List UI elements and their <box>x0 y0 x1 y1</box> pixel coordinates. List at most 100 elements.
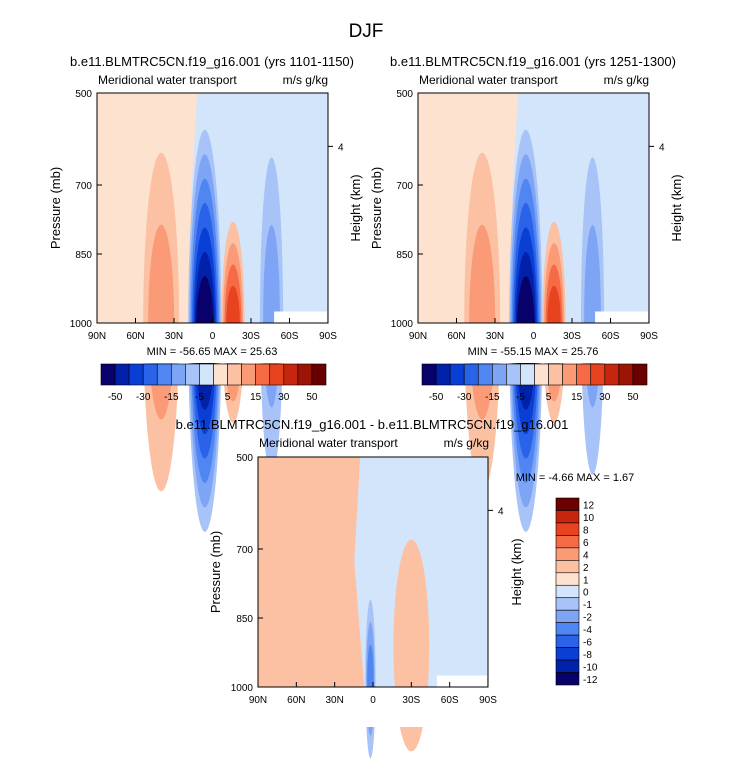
panel-1-ylabel: Pressure (mb) <box>48 167 63 249</box>
colorbar-swatch <box>555 497 580 511</box>
y-tick-label: 850 <box>75 250 92 261</box>
colorbar-label: -12 <box>583 675 598 686</box>
colorbar-swatch <box>100 363 116 386</box>
x-tick-label: 0 <box>210 331 216 342</box>
colorbar-swatch <box>156 363 172 386</box>
colorbar-swatch <box>555 647 580 661</box>
colorbar-label: 10 <box>583 513 595 524</box>
colorbar-swatch <box>421 363 437 386</box>
y-tick-label: 850 <box>236 614 253 625</box>
colorbar-swatch <box>128 363 144 386</box>
colorbar-label: 0 <box>583 588 589 599</box>
colorbar-label: 12 <box>583 500 595 511</box>
panel-1-min-max: MIN = -56.65 MAX = 25.63 <box>147 346 278 358</box>
x-tick-label: 30S <box>242 331 260 342</box>
colorbar-swatch <box>555 535 580 549</box>
colorbar-swatch <box>241 363 256 386</box>
panel-3-right-subtitle: m/s g/kg <box>444 436 489 450</box>
colorbar-swatch <box>576 363 592 386</box>
y-tick-label: 850 <box>396 250 413 261</box>
colorbar-swatch <box>213 363 228 386</box>
x-tick-label: 30N <box>325 695 343 706</box>
y-tick-label: 1000 <box>391 319 414 330</box>
x-tick-label: 90S <box>479 695 497 706</box>
x-tick-label: 90N <box>409 331 427 342</box>
x-tick-label: 60N <box>447 331 465 342</box>
y-tick-label: 500 <box>236 453 253 464</box>
right-tick-label: 4 <box>659 142 665 153</box>
x-tick-label: 30N <box>486 331 504 342</box>
colorbar-swatch <box>555 560 580 574</box>
colorbar-label: 6 <box>583 538 589 549</box>
colorbar-swatch <box>283 363 299 386</box>
panel-2-title: b.e11.BLMTRC5CN.f19_g16.001 (yrs 1251-13… <box>390 54 676 69</box>
colorbar-label: 50 <box>627 392 639 403</box>
colorbar-swatch <box>185 363 200 386</box>
colorbar-swatch <box>555 622 580 636</box>
panel-2-plot: 90N 60N 30N 0 30S 60S 90S 500 700 850 1000 4 <box>378 89 689 532</box>
colorbar-swatch <box>435 363 451 386</box>
right-tick-label: 4 <box>338 142 344 153</box>
colorbar-swatch <box>142 363 158 386</box>
colorbar-label: 1 <box>583 575 589 586</box>
y-tick-label: 500 <box>396 89 413 100</box>
colorbar-swatch <box>114 363 130 386</box>
colorbar-label: -30 <box>457 392 472 403</box>
colorbar-swatch <box>492 363 507 386</box>
plot-bottom-mask <box>378 323 689 363</box>
colorbar-swatch <box>555 510 580 524</box>
colorbar-swatch <box>590 363 606 386</box>
panel-1-right-subtitle: m/s g/kg <box>283 73 328 87</box>
colorbar-label: 2 <box>583 563 589 574</box>
x-tick-label: 90S <box>319 331 337 342</box>
colorbar-label: -5 <box>195 392 204 403</box>
y-tick-label: 700 <box>236 545 253 556</box>
panel-3-title: b.e11.BLMTRC5CN.f19_g16.001 - b.e11.BLMT… <box>176 417 569 432</box>
colorbar-label: 50 <box>306 392 318 403</box>
colorbar-swatch <box>297 363 313 386</box>
colorbar-label: -10 <box>583 663 598 674</box>
x-tick-label: 60S <box>602 331 620 342</box>
contour-feature-0-level-1 <box>148 224 175 420</box>
colorbar-swatch <box>632 363 648 386</box>
colorbar-label: -1 <box>583 600 592 611</box>
panel-3-ylabel: Pressure (mb) <box>208 531 223 613</box>
x-tick-label: 60N <box>287 695 305 706</box>
colorbar-label: 30 <box>278 392 290 403</box>
colorbar-swatch <box>548 363 563 386</box>
y-tick-label: 700 <box>396 181 413 192</box>
colorbar-swatch <box>555 572 580 586</box>
colorbar-label: -2 <box>583 613 592 624</box>
colorbar-swatch <box>534 363 549 386</box>
colorbar-swatch <box>555 597 580 611</box>
x-tick-label: 30N <box>165 331 183 342</box>
colorbar-swatch <box>604 363 620 386</box>
colorbar-swatch <box>555 659 580 673</box>
colorbar-swatch <box>269 363 285 386</box>
colorbar-label: 15 <box>250 392 262 403</box>
colorbar-label: -5 <box>516 392 525 403</box>
colorbar-swatch <box>555 584 580 599</box>
colorbar-swatch <box>555 522 580 536</box>
colorbar-label: 30 <box>599 392 611 403</box>
y-tick-label: 700 <box>75 181 92 192</box>
missing-data-mask <box>595 311 648 323</box>
x-tick-label: 90N <box>249 695 267 706</box>
colorbar-label: -8 <box>583 650 592 661</box>
colorbar-label: 5 <box>546 392 552 403</box>
plot-bottom-mask <box>218 687 528 727</box>
colorbar-label: -50 <box>429 392 444 403</box>
panel-3-min-max: MIN = -4.66 MAX = 1.67 <box>516 472 635 484</box>
panel-2-left-subtitle: Meridional water transport <box>419 73 558 87</box>
panel-1: b.e11.BLMTRC5CN.f19_g16.001 (yrs 1101-11… <box>48 54 368 532</box>
colorbar-swatch <box>555 672 580 686</box>
colorbar-swatch <box>311 363 327 386</box>
y-tick-label: 1000 <box>231 683 254 694</box>
colorbar-label: -15 <box>164 392 179 403</box>
contour-feature-0-level-1 <box>469 224 496 420</box>
x-tick-label: 30S <box>402 695 420 706</box>
panel-2: b.e11.BLMTRC5CN.f19_g16.001 (yrs 1251-13… <box>369 54 689 532</box>
x-tick-label: 0 <box>370 695 376 706</box>
colorbar-swatch <box>520 363 535 386</box>
